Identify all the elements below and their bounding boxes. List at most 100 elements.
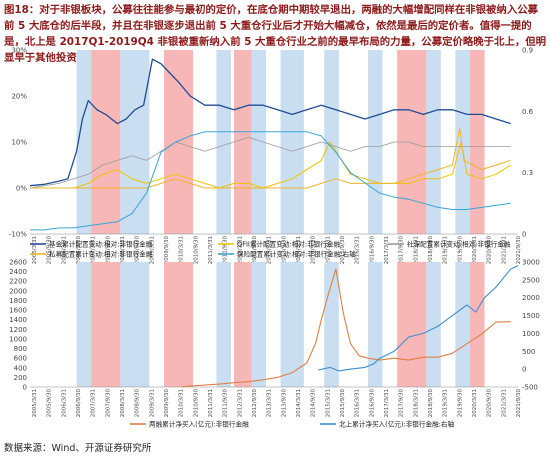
left-tick-label: 1400 [9, 316, 27, 324]
x-tick-label: 2010/3/31 [179, 389, 185, 417]
x-tick-label: 2005/9/30 [47, 389, 53, 418]
series-line-4 [30, 131, 511, 231]
x-tick-label: 2017/9/30 [399, 236, 405, 265]
x-tick-label: 2018/9/30 [428, 389, 434, 418]
x-tick-label: 2011/3/31 [208, 236, 214, 264]
x-tick-label: 2005/3/31 [32, 236, 38, 264]
left-tick-label: 2600 [9, 259, 27, 267]
blue-band-1 [120, 50, 150, 234]
legend-label: 北上累计净买入(亿元):非银行金融:右轴 [339, 420, 454, 429]
blue-band-1 [120, 262, 150, 387]
red-band-3 [397, 262, 427, 387]
left-tick-label: 1000 [9, 335, 27, 343]
x-tick-label: 2021/3/31 [501, 236, 507, 264]
top-chart: -10% 0% 10% 20% 30% 0 0.3 0.6 0.9 2005/3/31 2005/9… [9, 47, 534, 265]
x-tick-label: 2012/9/30 [252, 389, 258, 418]
blue-band-8 [455, 50, 470, 234]
x-tick-label: 2017/3/31 [384, 389, 390, 417]
left-tick-label: -10% [9, 231, 27, 239]
series-line-2 [29, 137, 511, 189]
red-band-0 [91, 262, 121, 387]
blue-band-5 [324, 262, 339, 387]
left-tick-label: 2000 [9, 287, 27, 295]
legend-label: 私募配置累计变动:相对:非银行金融 [49, 250, 153, 259]
x-tick-label: 2014/3/31 [296, 389, 302, 417]
x-tick-label: 2014/9/30 [311, 389, 317, 418]
x-tick-label: 2006/9/30 [76, 389, 82, 418]
x-tick-label: 2016/9/30 [369, 389, 375, 418]
x-tick-label: 2013/3/31 [267, 389, 273, 417]
left-tick-label: 400 [14, 364, 27, 372]
x-tick-label: 2015/3/31 [325, 236, 331, 264]
x-tick-label: 2005/9/30 [47, 236, 53, 265]
blue-band-6 [367, 262, 383, 387]
x-tick-label: 2009/3/31 [149, 236, 155, 264]
right-tick-label: 0.9 [522, 47, 533, 55]
x-tick-label: 2006/3/31 [61, 236, 67, 264]
right-tick-label: 2000 [522, 294, 540, 302]
left-tick-label: 1800 [9, 297, 27, 305]
x-tick-label: 2017/9/30 [399, 389, 405, 418]
legend-label: 两融累计净买入(亿元):非银行金融 [149, 420, 249, 429]
blue-band-6 [367, 50, 383, 234]
x-tick-label: 2020/9/30 [487, 236, 493, 265]
x-tick-label: 2014/3/31 [296, 236, 302, 264]
x-tick-label: 2007/9/30 [105, 389, 111, 418]
x-tick-label: 2015/3/31 [325, 389, 331, 417]
x-tick-label: 2009/9/30 [164, 236, 170, 265]
x-tick-label: 2016/9/30 [369, 236, 375, 265]
left-tick-label: 600 [14, 355, 27, 363]
source-note: 数据来源：Wind、开源证券研究所 [4, 443, 152, 454]
blue-band-7 [426, 262, 441, 387]
x-tick-label: 2008/3/31 [120, 389, 126, 417]
red-band-1 [164, 50, 194, 234]
x-tick-label: 2008/9/30 [135, 389, 141, 418]
blue-band-4 [280, 50, 304, 234]
left-tick-label: 2200 [9, 278, 27, 286]
x-tick-label: 2019/3/31 [443, 389, 449, 417]
right-tick-label: 3000 [522, 259, 540, 267]
series-line-1 [318, 265, 519, 372]
x-tick-label: 2018/3/31 [413, 236, 419, 264]
left-tick-label: 0% [16, 185, 27, 193]
x-tick-label: 2007/3/31 [91, 236, 97, 264]
x-tick-label: 2009/3/31 [149, 389, 155, 417]
x-tick-label: 2020/3/31 [472, 389, 478, 417]
x-tick-label: 2019/9/30 [457, 236, 463, 265]
x-tick-label: 2020/9/30 [487, 389, 493, 418]
x-tick-label: 2008/3/31 [120, 236, 126, 264]
blue-band-8 [455, 262, 470, 387]
right-tick-label: 0.6 [522, 108, 534, 116]
x-tick-label: 2010/9/30 [193, 236, 199, 265]
blue-band-5 [324, 50, 339, 234]
legend-label: QFII累计配置变动:相对:非银行金融 [237, 240, 340, 249]
x-tick-label: 2019/9/30 [457, 389, 463, 418]
blue-band-4 [280, 262, 304, 387]
left-tick-label: 800 [14, 345, 27, 353]
x-tick-label: 2012/3/31 [237, 236, 243, 264]
x-tick-label: 2010/9/30 [193, 389, 199, 418]
series-line-1 [30, 141, 511, 189]
x-tick-label: 2006/3/31 [61, 389, 67, 417]
right-tick-label: -500 [522, 384, 538, 392]
figure-title: 图18：对于非银板块，公募往往能参与最初的定价，在底仓期中期较早退出，两融的大幅… [4, 4, 546, 64]
left-tick-label: 10% [11, 139, 27, 147]
x-tick-label: 2007/9/30 [105, 236, 111, 265]
x-tick-label: 2019/3/31 [443, 236, 449, 264]
left-tick-label: 0 [23, 384, 27, 392]
left-tick-label: 20% [11, 93, 27, 101]
red-band-0 [91, 50, 121, 234]
x-tick-label: 2015/9/30 [340, 236, 346, 265]
x-tick-label: 2018/3/31 [413, 389, 419, 417]
left-tick-label: 1200 [9, 326, 27, 334]
right-tick-label: 0 [522, 231, 526, 239]
x-tick-label: 2016/3/31 [355, 389, 361, 417]
x-tick-label: 2013/9/30 [281, 389, 287, 418]
blue-band-0 [76, 262, 92, 387]
x-tick-label: 2011/9/30 [223, 236, 229, 265]
red-band-4 [469, 50, 485, 234]
legend-label: 社保配置累计变动:相对:非银行金融 [407, 240, 511, 249]
series-line-0 [181, 268, 511, 388]
series-line-3 [30, 127, 511, 189]
